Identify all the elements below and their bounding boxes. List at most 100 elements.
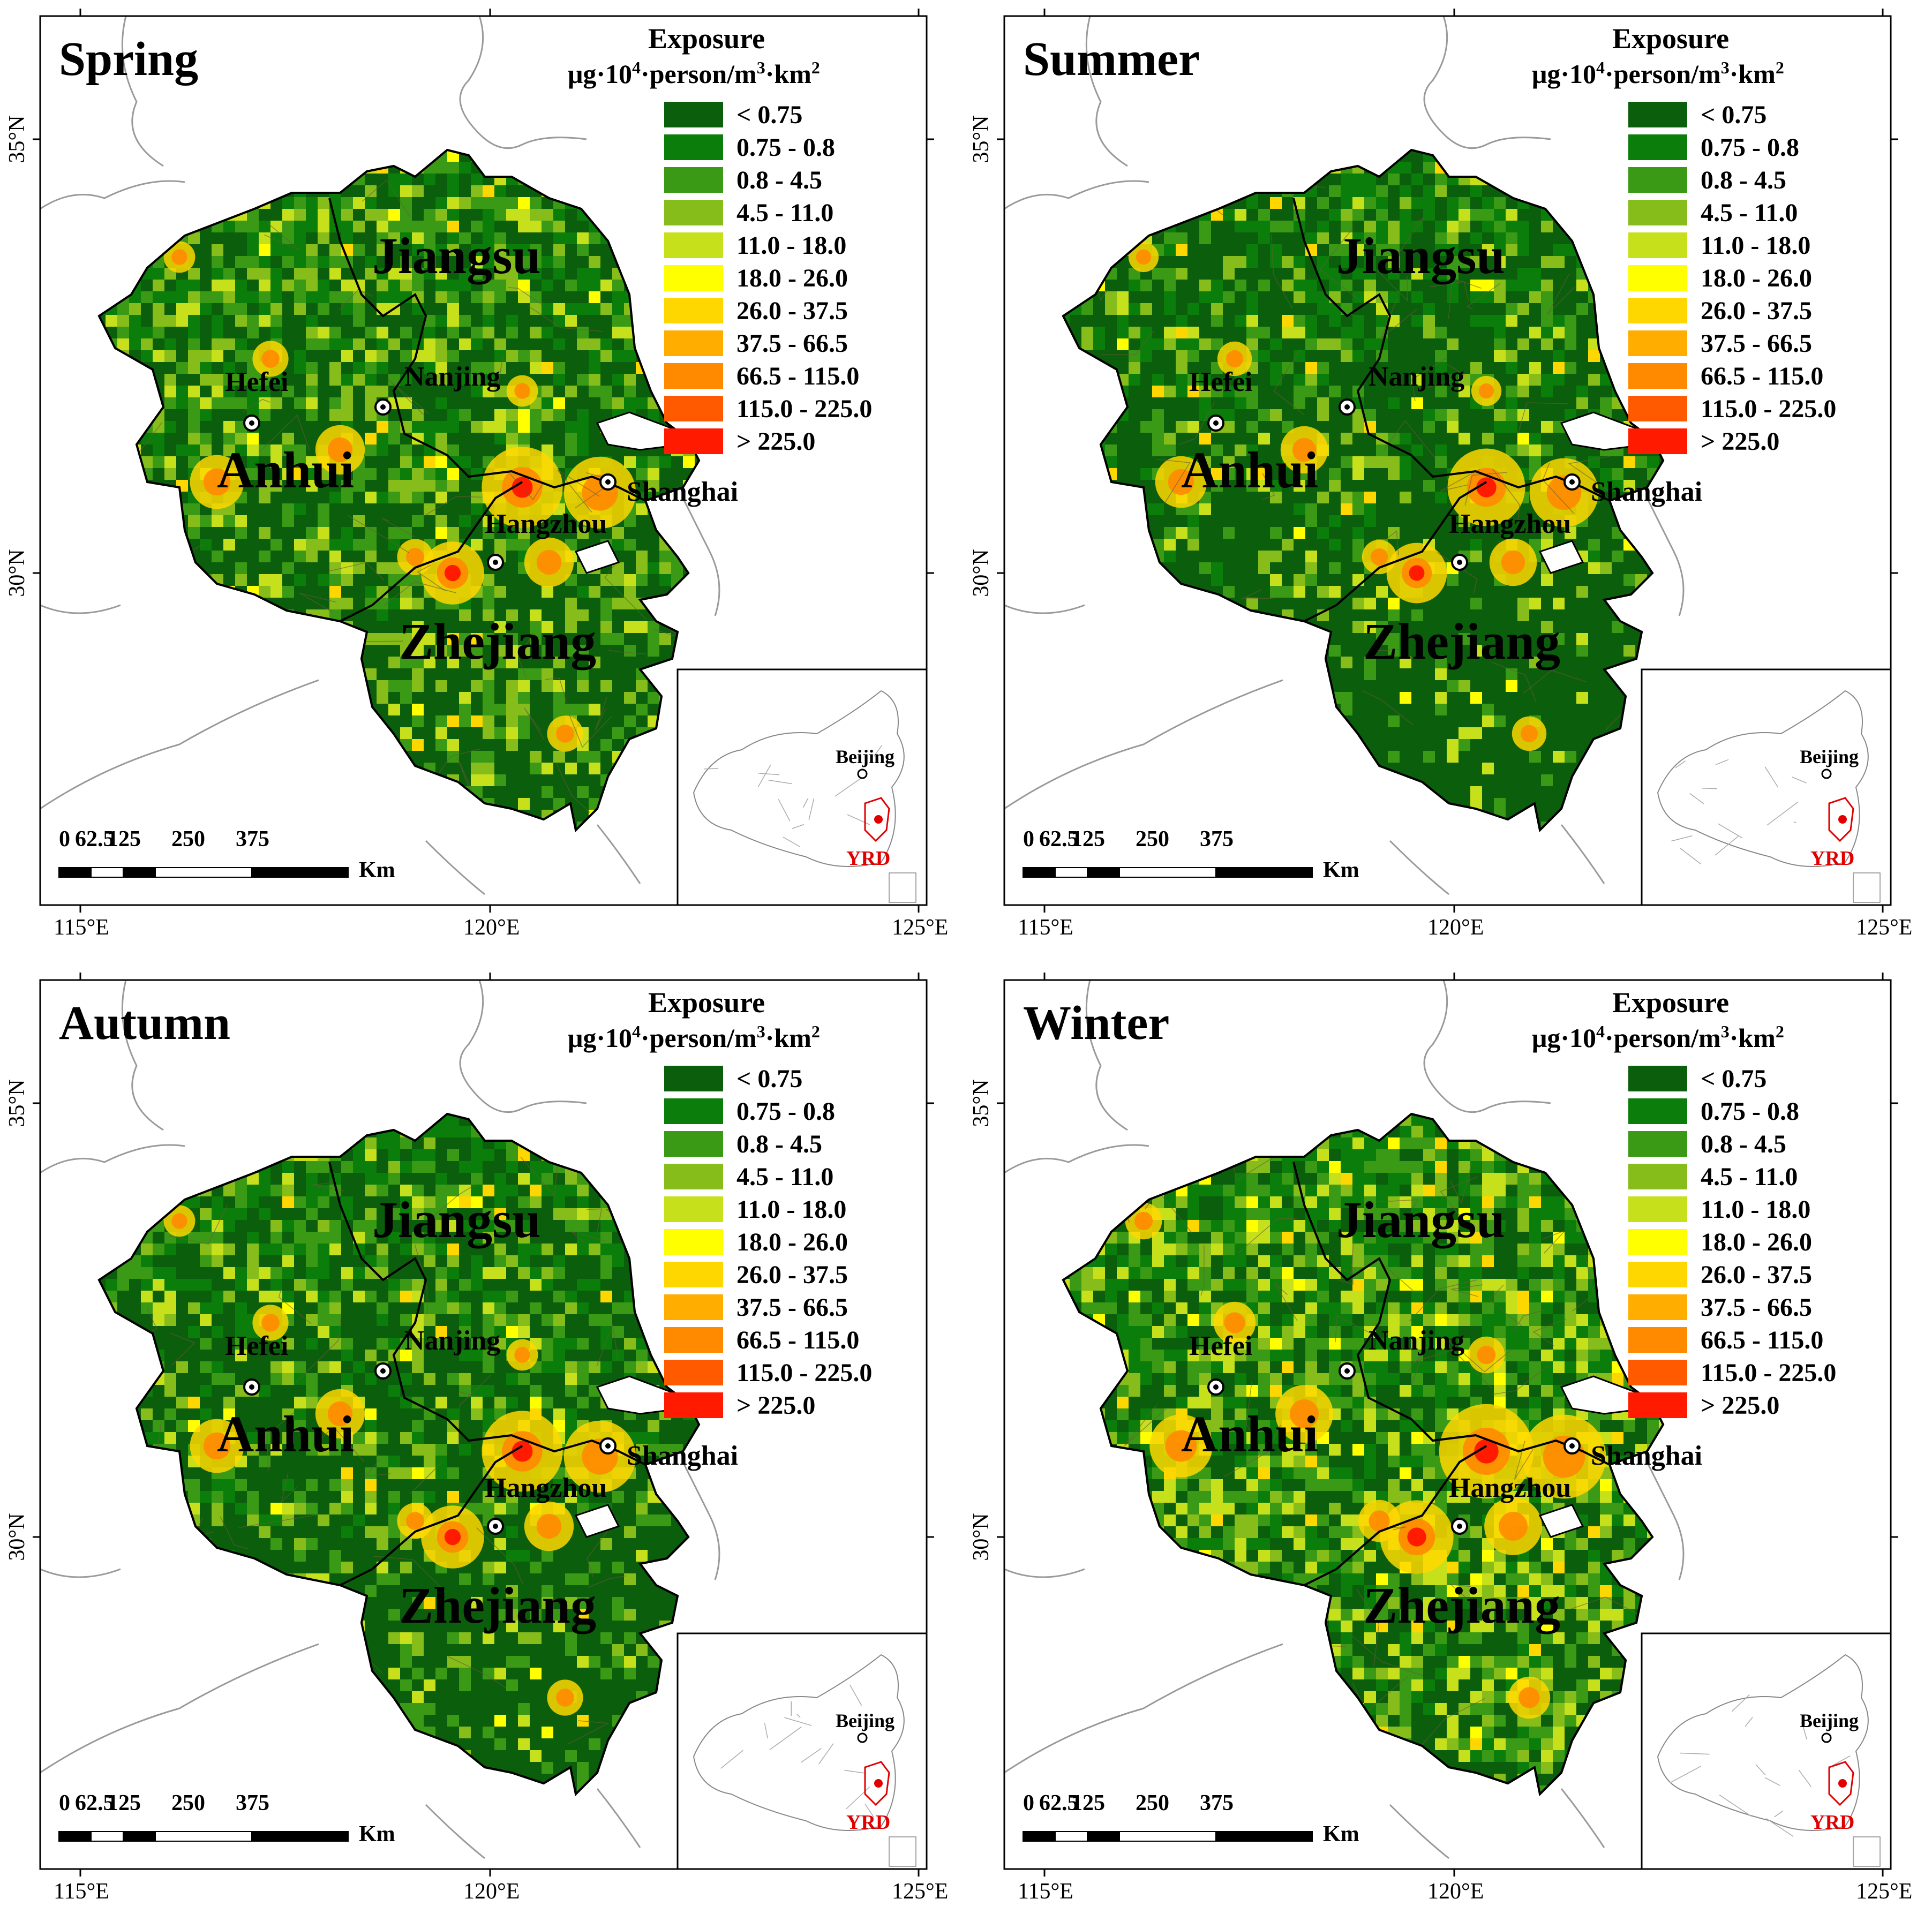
city-dot-nanjing <box>380 404 386 410</box>
raster-cell <box>553 397 565 409</box>
raster-cell <box>1246 221 1258 232</box>
raster-cell <box>1423 209 1435 221</box>
raster-cell <box>176 409 188 421</box>
raster-cell <box>400 692 412 704</box>
raster-cell <box>388 633 400 645</box>
raster-cell <box>1329 291 1341 303</box>
raster-cell <box>176 362 188 374</box>
raster-cell <box>164 338 176 350</box>
raster-cell <box>1506 374 1517 386</box>
raster-cell <box>1235 268 1246 280</box>
raster-cell <box>188 327 200 338</box>
raster-cell <box>471 433 483 444</box>
raster-cell <box>577 668 589 680</box>
raster-cell <box>624 350 636 362</box>
raster-cell <box>153 433 164 444</box>
raster-cell <box>447 327 459 338</box>
raster-cell <box>247 562 259 574</box>
raster-cell <box>1470 185 1482 197</box>
raster-cell <box>553 751 565 763</box>
raster-cell <box>553 786 565 798</box>
raster-cell <box>518 197 530 209</box>
raster-cell <box>1329 327 1341 338</box>
raster-cell <box>176 374 188 386</box>
raster-cell <box>1576 527 1588 539</box>
raster-cell <box>270 409 282 421</box>
city-dot-shanghai <box>605 479 611 485</box>
raster-cell <box>483 338 494 350</box>
raster-cell <box>1612 456 1623 468</box>
raster-cell <box>1317 197 1329 209</box>
raster-cell <box>1211 244 1223 256</box>
raster-cell <box>1317 303 1329 315</box>
raster-cell <box>1364 456 1376 468</box>
raster-cell <box>341 409 353 421</box>
raster-cell <box>1565 280 1576 291</box>
raster-cell <box>388 586 400 598</box>
raster-cell <box>188 527 200 539</box>
raster-cell <box>282 315 294 327</box>
raster-cell <box>1447 291 1459 303</box>
raster-cell <box>117 303 129 315</box>
raster-cell <box>636 397 648 409</box>
raster-cell <box>577 327 589 338</box>
raster-cell <box>1270 209 1282 221</box>
raster-cell <box>1494 197 1506 209</box>
raster-cell <box>377 562 388 574</box>
raster-cell <box>565 680 577 692</box>
raster-cell <box>1506 268 1517 280</box>
raster-cell <box>294 221 306 232</box>
raster-cell <box>1081 303 1093 315</box>
raster-cell <box>235 350 247 362</box>
raster-cell <box>577 409 589 421</box>
raster-cell <box>506 409 518 421</box>
raster-cell <box>636 609 648 621</box>
raster-cell <box>1576 327 1588 338</box>
raster-cell <box>506 704 518 715</box>
raster-cell <box>306 386 318 397</box>
raster-cell <box>388 291 400 303</box>
raster-cell <box>1352 444 1364 456</box>
raster-cell <box>365 386 377 397</box>
raster-cell <box>1164 397 1176 409</box>
raster-cell <box>600 280 612 291</box>
raster-cell <box>577 232 589 244</box>
raster-cell <box>1517 291 1529 303</box>
raster-cell <box>1199 315 1211 327</box>
raster-cell <box>612 633 624 645</box>
raster-cell <box>1529 386 1541 397</box>
raster-cell <box>164 303 176 315</box>
raster-cell <box>1411 162 1423 174</box>
raster-cell <box>1317 338 1329 350</box>
raster-cell <box>589 268 600 280</box>
raster-cell <box>1129 350 1140 362</box>
raster-cell <box>471 338 483 350</box>
raster-cell <box>1529 303 1541 315</box>
raster-cell <box>141 280 153 291</box>
raster-cell <box>400 327 412 338</box>
raster-cell <box>1447 327 1459 338</box>
raster-cell <box>683 456 695 468</box>
raster-cell <box>282 397 294 409</box>
raster-cell <box>1176 232 1187 244</box>
raster-cell <box>435 739 447 751</box>
raster-cell <box>589 232 600 244</box>
raster-cell <box>424 515 435 527</box>
raster-cell <box>1435 421 1447 433</box>
raster-cell <box>1576 350 1588 362</box>
raster-cell <box>424 751 435 763</box>
raster-cell <box>235 574 247 586</box>
raster-cell <box>1282 397 1294 409</box>
raster-cell <box>400 409 412 421</box>
raster-cell <box>377 527 388 539</box>
raster-cell <box>353 209 365 221</box>
raster-cell <box>353 527 365 539</box>
raster-cell <box>435 315 447 327</box>
raster-cell <box>577 362 589 374</box>
raster-cell <box>589 668 600 680</box>
raster-cell <box>553 586 565 598</box>
raster-cell <box>1506 444 1517 456</box>
raster-cell <box>329 409 341 421</box>
raster-cell <box>553 763 565 774</box>
raster-cell <box>624 704 636 715</box>
